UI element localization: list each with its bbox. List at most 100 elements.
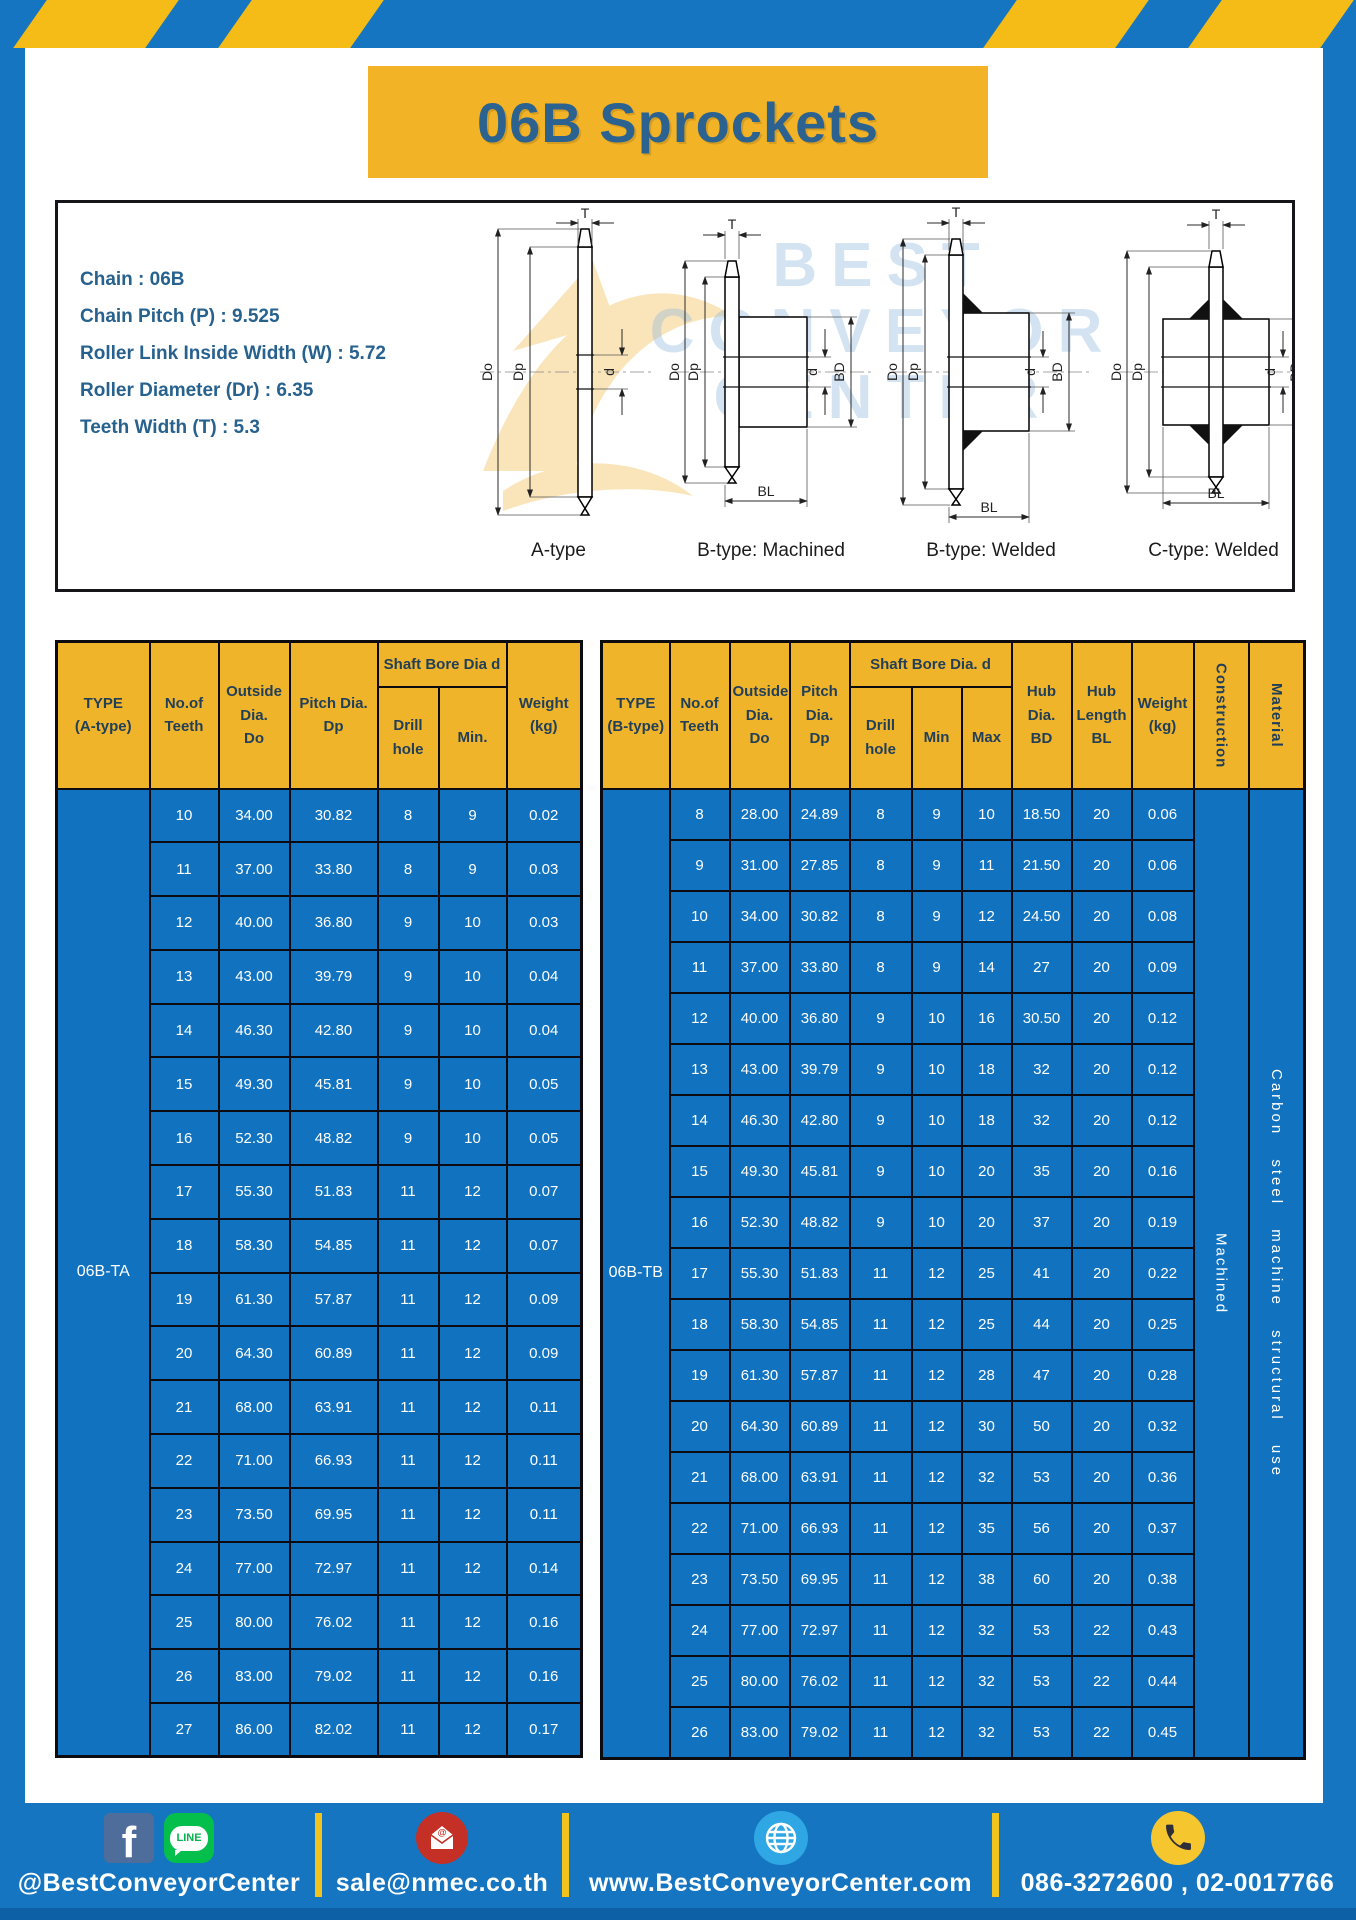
data-cell: 58.30 (728, 1297, 791, 1352)
table-row: 06B-TA 10 34.00 30.82 8 9 0.02 (55, 787, 583, 1758)
data-cell: 10 (437, 1056, 508, 1113)
data-cell: 12 (910, 1451, 963, 1505)
footer-section-phone[interactable]: 086-3272600 , 02-0017766 (999, 1803, 1356, 1908)
dim-label-do: Do (666, 363, 682, 381)
data-cell: 11 (376, 1164, 440, 1220)
table-row: 24 77.00 72.97 11 12 32 53 22 0.43 (602, 1604, 1305, 1658)
data-cell: 68.00 (728, 1451, 791, 1505)
column-subheader: Max (960, 685, 1013, 790)
data-cell: 15 (668, 1144, 731, 1198)
data-cell: 35 (1010, 1144, 1073, 1198)
data-cell: 32 (960, 1655, 1013, 1709)
data-cell: 0.09 (1130, 940, 1195, 994)
data-cell: 11 (848, 1349, 913, 1403)
data-cell: 22 (668, 1502, 731, 1556)
table-row: 20 64.30 60.89 11 12 0.09 (57, 1325, 583, 1382)
table-row: 19 61.30 57.87 11 12 28 47 20 0.28 (602, 1349, 1305, 1403)
data-cell: 32 (1010, 1042, 1073, 1096)
data-cell: 20 (1070, 1553, 1133, 1607)
table-row: 23 73.50 69.95 11 12 38 60 20 0.38 (602, 1553, 1305, 1607)
data-cell: 0.05 (505, 1110, 583, 1167)
website-url[interactable]: www.BestConveyorCenter.com (588, 1869, 972, 1897)
column-header: Pitch Dia. Dp (788, 640, 851, 790)
data-cell: 58.30 (217, 1217, 291, 1274)
figure-b-type-machined: T Do Dp d BD BL B-type: Machined (661, 207, 881, 562)
dim-label-d: d (1022, 368, 1038, 376)
data-cell: 0.43 (1130, 1604, 1195, 1658)
data-cell: 12 (910, 1246, 963, 1300)
data-cell: 72.97 (288, 1540, 379, 1597)
column-subheader: Min (910, 685, 963, 790)
column-header: Material (1247, 640, 1306, 790)
figure-c-type-welded: T Do Dp d BD BL C-type: Welded (1101, 207, 1292, 562)
line-icon[interactable]: LINE (164, 1813, 214, 1863)
data-cell: 53 (1010, 1655, 1073, 1709)
a-type-table: TYPE (A-type) No.of Teeth Outside Dia. Do P… (55, 640, 583, 1759)
phone-icon[interactable] (1150, 1811, 1205, 1865)
facebook-icon[interactable]: f (104, 1813, 154, 1864)
figure-caption: C-type: Welded (1148, 540, 1279, 561)
data-cell: 28.00 (728, 787, 791, 841)
data-cell: 0.09 (505, 1325, 583, 1382)
sprocket-figures: T Do Dp d A-type (456, 207, 1292, 562)
table-row: 25 80.00 76.02 11 12 32 53 22 0.44 (602, 1655, 1305, 1709)
data-cell: 20 (1070, 787, 1133, 841)
spec-line: Chain : 06B (80, 269, 185, 290)
data-cell: 12 (910, 1706, 963, 1760)
data-cell: 8 (848, 940, 913, 994)
data-cell: 9 (848, 1042, 913, 1096)
data-cell: 17 (668, 1246, 731, 1300)
dim-label-t: T (728, 216, 737, 232)
data-cell: 57.87 (788, 1349, 851, 1403)
data-cell: 9 (848, 1144, 913, 1198)
data-cell: 12 (437, 1271, 508, 1328)
footer-section-email[interactable]: @ sale@nmec.co.th (322, 1803, 562, 1908)
data-cell: 0.03 (505, 895, 583, 951)
data-cell: 12 (437, 1433, 508, 1489)
type-cell: 06B-TB (600, 787, 671, 1760)
data-cell: 8 (376, 787, 440, 844)
data-cell: 12 (437, 1379, 508, 1436)
data-cell: 11 (376, 1540, 440, 1597)
data-cell: 18.50 (1010, 787, 1073, 841)
globe-icon[interactable] (753, 1811, 808, 1865)
spec-line: Teeth Width (T) : 5.3 (80, 417, 260, 438)
table-row: 21 68.00 63.91 11 12 0.11 (57, 1379, 583, 1436)
a-type-drawing: T Do Dp d (479, 207, 652, 516)
data-cell: 25 (960, 1297, 1013, 1352)
data-cell: 49.30 (728, 1144, 791, 1198)
data-cell: 32 (1010, 1093, 1073, 1147)
data-cell: 11 (376, 1217, 440, 1274)
email-icon[interactable]: @ (416, 1812, 468, 1864)
dim-label-dp: Dp (510, 363, 526, 381)
phone-numbers[interactable]: 086-3272600 , 02-0017766 (1020, 1869, 1335, 1897)
data-cell: 73.50 (217, 1486, 291, 1543)
data-cell: 24.50 (1010, 889, 1073, 943)
data-cell: 9 (376, 1002, 440, 1059)
data-cell: 55.30 (728, 1246, 791, 1300)
data-cell: 0.37 (1130, 1502, 1195, 1556)
table-row: 16 52.30 48.82 9 10 0.05 (57, 1110, 583, 1167)
facebook-handle[interactable]: @BestConveyorCenter (17, 1869, 301, 1897)
data-cell: 40.00 (217, 895, 291, 951)
data-cell: 11 (848, 1502, 913, 1556)
data-cell: 19 (148, 1271, 220, 1328)
data-cell: 12 (960, 889, 1013, 943)
footer-section-website[interactable]: www.BestConveyorCenter.com (569, 1803, 992, 1908)
data-cell: 66.93 (788, 1502, 851, 1556)
email-address[interactable]: sale@nmec.co.th (335, 1869, 549, 1897)
data-cell: 9 (848, 1093, 913, 1147)
column-header: Shaft Bore Dia. d (848, 640, 1013, 688)
stripe-decoration (209, 0, 393, 48)
data-cell: 9 (437, 787, 508, 844)
page-title: 06B Sprockets (476, 90, 880, 154)
data-cell: 25 (668, 1655, 731, 1709)
data-cell: 11 (848, 1706, 913, 1760)
data-cell: 20 (1070, 991, 1133, 1045)
data-cell: 18 (960, 1093, 1013, 1147)
data-cell: 66.93 (288, 1433, 379, 1489)
table-row: 19 61.30 57.87 11 12 0.09 (57, 1271, 583, 1328)
data-cell: 28 (960, 1349, 1013, 1403)
footer-section-facebook[interactable]: f LINE @BestConveyorCenter (0, 1803, 318, 1908)
